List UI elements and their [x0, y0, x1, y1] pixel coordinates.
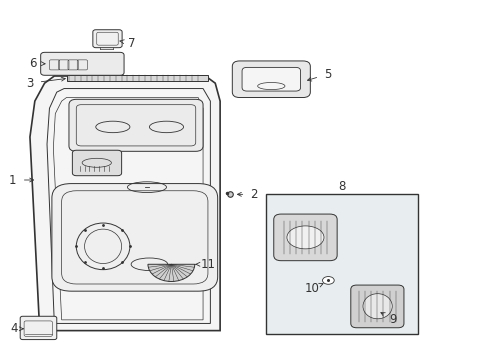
Text: 10: 10 — [304, 282, 319, 295]
FancyBboxPatch shape — [273, 214, 336, 261]
Text: 3: 3 — [26, 77, 34, 90]
Text: 9: 9 — [388, 312, 396, 326]
Bar — [66, 75, 207, 81]
Ellipse shape — [286, 226, 324, 249]
Text: 7: 7 — [127, 36, 135, 50]
Ellipse shape — [362, 294, 391, 319]
Wedge shape — [148, 264, 194, 282]
Text: 6: 6 — [29, 57, 36, 70]
FancyBboxPatch shape — [350, 285, 403, 328]
Text: 4: 4 — [10, 322, 18, 335]
FancyBboxPatch shape — [52, 184, 217, 291]
FancyBboxPatch shape — [20, 316, 57, 339]
FancyBboxPatch shape — [72, 150, 122, 176]
Text: 8: 8 — [338, 180, 345, 193]
Text: 5: 5 — [323, 68, 330, 81]
Text: 11: 11 — [200, 258, 215, 271]
FancyBboxPatch shape — [242, 67, 300, 91]
FancyBboxPatch shape — [93, 30, 122, 48]
FancyBboxPatch shape — [41, 52, 124, 75]
Text: 2: 2 — [250, 188, 258, 201]
Bar — [266, 194, 417, 334]
FancyBboxPatch shape — [232, 61, 310, 98]
Ellipse shape — [322, 276, 333, 284]
Text: 1: 1 — [9, 174, 17, 186]
Polygon shape — [30, 76, 220, 330]
FancyBboxPatch shape — [69, 99, 203, 151]
